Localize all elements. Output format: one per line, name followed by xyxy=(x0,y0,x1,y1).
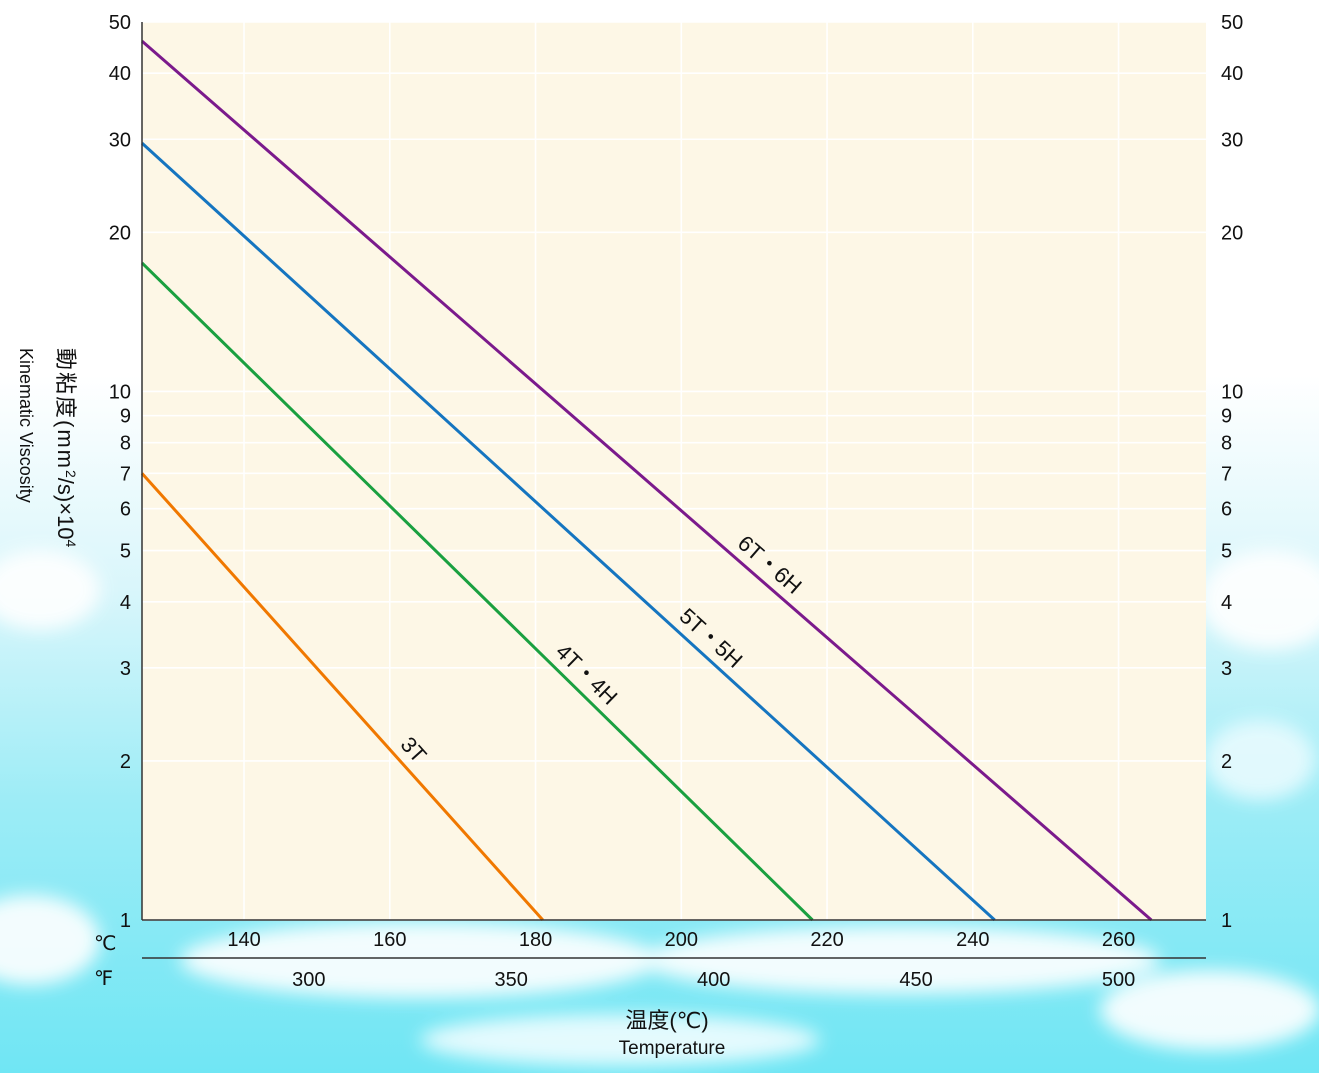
y-tick-label-right: 5 xyxy=(1221,541,1232,563)
y-tick-label-left: 5 xyxy=(120,541,131,563)
y-tick-label-right: 2 xyxy=(1221,751,1232,773)
y-tick-label-left: 6 xyxy=(120,499,131,521)
y-tick-label-right: 3 xyxy=(1221,658,1232,680)
y-tick-label-left: 8 xyxy=(120,433,131,455)
x-tick-label-celsius: 160 xyxy=(373,929,406,951)
series-line-4 xyxy=(141,40,1153,922)
x-tick-label-fahrenheit: 350 xyxy=(495,969,528,991)
y-tick-label-right: 30 xyxy=(1221,129,1243,151)
y-axis-title-prefix: 動粘度(mm xyxy=(53,348,78,470)
y-tick-label-right: 9 xyxy=(1221,406,1232,428)
series-line-2 xyxy=(140,261,814,922)
series-line-1 xyxy=(140,472,544,922)
x-tick-label-celsius: 260 xyxy=(1102,929,1135,951)
x-tick-label-celsius: 200 xyxy=(665,929,698,951)
x-tick-label-celsius: 240 xyxy=(956,929,989,951)
y-tick-label-left: 7 xyxy=(120,463,131,485)
fahrenheit-unit-label: ℉ xyxy=(94,968,113,990)
y-axis-title: 動粘度(mm2/s)×104 xyxy=(53,348,79,548)
series-lines xyxy=(140,40,1153,922)
y-tick-label-left: 50 xyxy=(109,12,131,34)
y-tick-label-right: 4 xyxy=(1221,592,1232,614)
x-tick-label-fahrenheit: 500 xyxy=(1102,969,1135,991)
tick-labels: 1 1 2 2 3 3 4 4 5 5 6 6 7 7 8 8 9 9 10 10 20 20 30 30 40 40 50 50 14… xyxy=(109,12,1244,991)
y-axis-title-mid: /s)×10 xyxy=(53,478,78,540)
y-tick-label-right: 50 xyxy=(1221,12,1243,34)
x-tick-label-celsius: 140 xyxy=(227,929,260,951)
y-tick-label-left: 40 xyxy=(109,63,131,85)
y-tick-label-right: 20 xyxy=(1221,222,1243,244)
y-tick-label-left: 2 xyxy=(120,751,131,773)
x-tick-label-celsius: 220 xyxy=(810,929,843,951)
grid-lines xyxy=(142,21,1206,921)
x-tick-label-fahrenheit: 400 xyxy=(697,969,730,991)
y-tick-label-left: 30 xyxy=(109,129,131,151)
x-axis-subtitle: Temperature xyxy=(619,1038,726,1059)
y-axis-title-sup1: 2 xyxy=(63,470,79,478)
y-tick-label-left: 9 xyxy=(120,406,131,428)
x-tick-label-fahrenheit: 450 xyxy=(899,969,932,991)
y-tick-label-right: 10 xyxy=(1221,381,1243,403)
x-axis-title: 温度(℃) xyxy=(625,1008,708,1033)
y-tick-label-left: 4 xyxy=(120,592,131,614)
y-tick-label-right: 7 xyxy=(1221,463,1232,485)
y-tick-label-left: 10 xyxy=(109,381,131,403)
y-tick-label-right: 6 xyxy=(1221,499,1232,521)
y-tick-label-left: 3 xyxy=(120,658,131,680)
y-tick-label-right: 8 xyxy=(1221,433,1232,455)
y-axis-subtitle: Kinematic Viscosity xyxy=(16,348,36,503)
y-tick-label-left: 20 xyxy=(109,222,131,244)
y-axis-title-sup2: 4 xyxy=(63,540,79,548)
series-line-3 xyxy=(140,142,996,922)
y-tick-label-right: 1 xyxy=(1221,910,1232,932)
x-tick-label-celsius: 180 xyxy=(519,929,552,951)
y-tick-label-left: 1 xyxy=(120,910,131,932)
celsius-unit-label: ℃ xyxy=(94,933,116,955)
y-tick-label-right: 40 xyxy=(1221,63,1243,85)
cloud-decoration xyxy=(0,550,1319,1066)
x-tick-label-fahrenheit: 300 xyxy=(292,969,325,991)
plot-background xyxy=(142,22,1206,920)
